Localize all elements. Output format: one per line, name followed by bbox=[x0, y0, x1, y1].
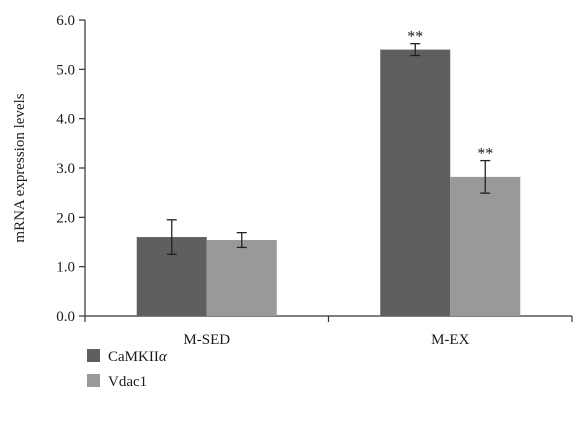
bar bbox=[380, 49, 451, 316]
legend-swatch bbox=[87, 349, 100, 362]
bar bbox=[450, 176, 521, 316]
x-tick-label: M-EX bbox=[431, 332, 469, 348]
legend-label: Vdac1 bbox=[108, 374, 147, 390]
y-tick-label: 3.0 bbox=[56, 161, 75, 177]
chart-legend: CaMKIIα Vdac1 bbox=[87, 349, 168, 390]
x-tick-label: M-SED bbox=[183, 332, 230, 348]
significance-label: ** bbox=[477, 146, 493, 163]
chart-bars: ** ** bbox=[136, 29, 521, 316]
y-tick-label: 6.0 bbox=[56, 13, 75, 29]
y-tick-label: 1.0 bbox=[56, 260, 75, 276]
bar bbox=[206, 240, 277, 316]
significance-label: ** bbox=[407, 29, 423, 46]
legend-label: CaMKIIα bbox=[108, 349, 168, 365]
y-tick-label: 4.0 bbox=[56, 112, 75, 128]
legend-swatch bbox=[87, 374, 100, 387]
y-axis-label: mRNA expression levels bbox=[12, 93, 28, 242]
y-tick-label: 0.0 bbox=[56, 309, 75, 325]
y-tick-label: 2.0 bbox=[56, 210, 75, 226]
y-tick-label: 5.0 bbox=[56, 62, 75, 78]
